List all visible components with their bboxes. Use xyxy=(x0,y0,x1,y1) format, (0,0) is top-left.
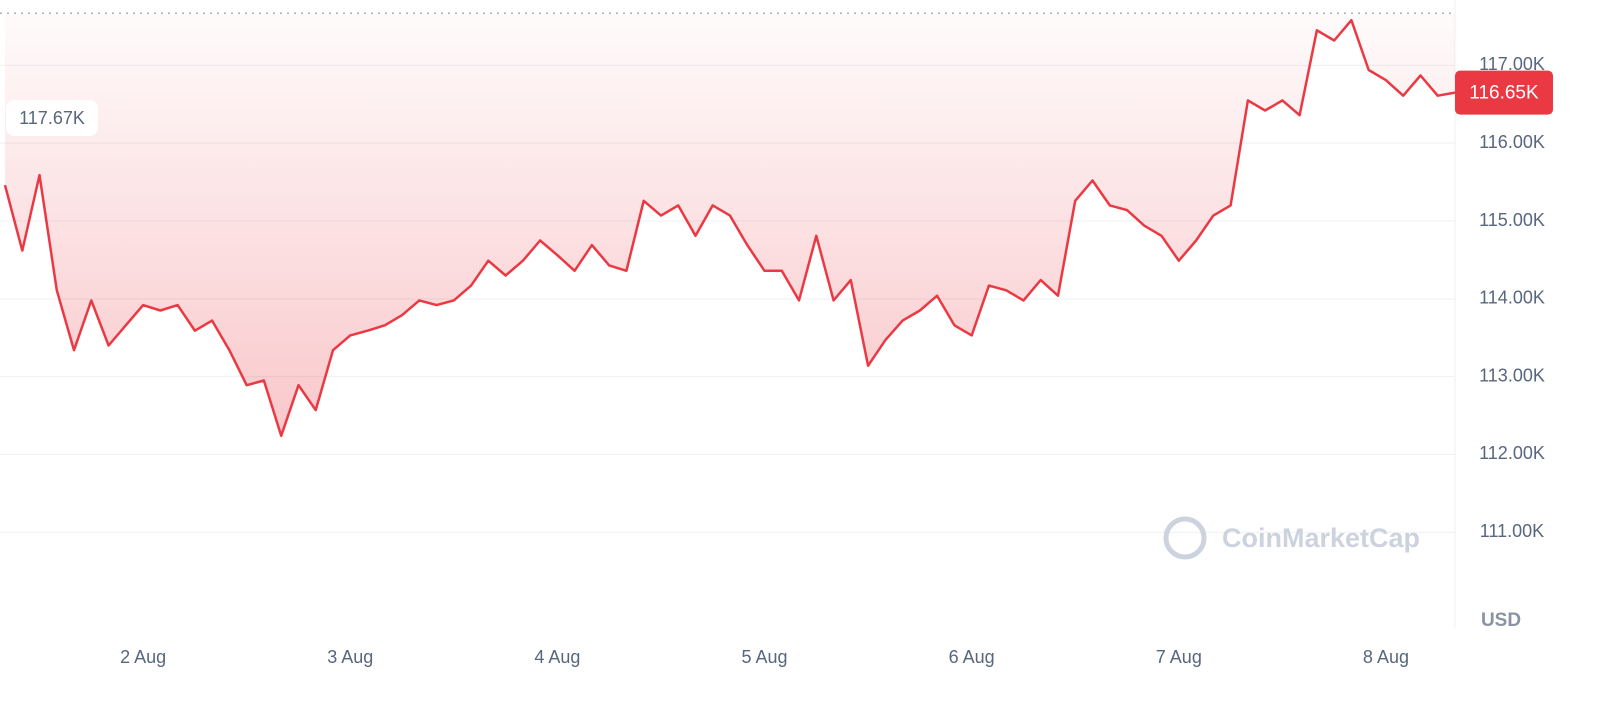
currency-label: USD xyxy=(1481,610,1521,631)
price-line xyxy=(3,18,1456,438)
y-tick-label: 116.00K xyxy=(1479,132,1545,152)
x-tick-label: 5 Aug xyxy=(742,647,788,667)
y-tick-label: 113.00K xyxy=(1479,365,1545,385)
watermark-text: CoinMarketCap xyxy=(1222,523,1420,553)
x-tick-label: 4 Aug xyxy=(534,647,580,667)
x-tick-label: 8 Aug xyxy=(1363,647,1409,667)
watermark: CoinMarketCap xyxy=(1163,516,1420,560)
y-tick-label: 115.00K xyxy=(1479,210,1545,230)
high-label: 117.67K xyxy=(19,108,85,128)
y-tick-label: 114.00K xyxy=(1479,288,1545,308)
last-price-label: 116.65K xyxy=(1469,83,1539,104)
y-tick-label: 117.00K xyxy=(1479,54,1545,74)
y-tick-label: 112.00K xyxy=(1479,443,1545,463)
last-price-box xyxy=(1455,70,1553,115)
area-fill xyxy=(5,13,1455,436)
x-tick-label: 3 Aug xyxy=(327,647,373,667)
high-label-box xyxy=(6,100,98,136)
y-tick-label: 111.00K xyxy=(1480,521,1544,541)
x-tick-label: 2 Aug xyxy=(120,647,166,667)
x-tick-label: 6 Aug xyxy=(949,647,995,667)
watermark-logo xyxy=(1163,516,1207,560)
x-tick-label: 7 Aug xyxy=(1156,647,1202,667)
